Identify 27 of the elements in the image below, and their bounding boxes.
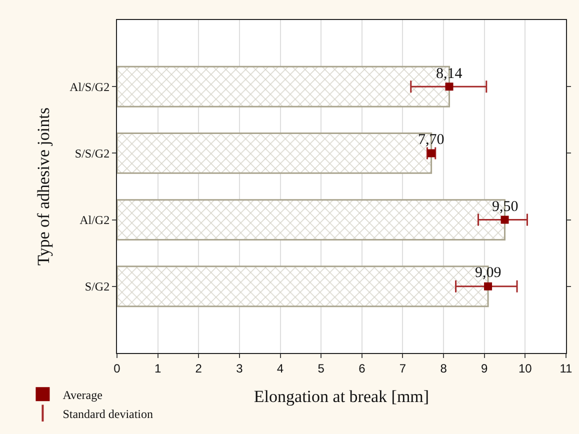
y-tick-label: S/G2 xyxy=(84,280,110,294)
x-tick-label: 11 xyxy=(560,361,573,376)
x-tick-label: 6 xyxy=(358,361,366,376)
x-tick-label: 5 xyxy=(318,361,325,376)
x-tick-label: 7 xyxy=(399,361,406,376)
data-label: 9,09 xyxy=(475,265,502,281)
point xyxy=(500,216,509,224)
data-label: 8,14 xyxy=(436,66,463,82)
x-tick-label: 1 xyxy=(154,361,162,376)
data-label: 7,70 xyxy=(418,132,444,148)
x-tick-label: 0 xyxy=(114,361,121,376)
legend-label: Average xyxy=(62,388,102,402)
data-label: 9,50 xyxy=(492,199,518,215)
x-tick-label: 2 xyxy=(195,361,202,376)
x-tick-label: 9 xyxy=(481,361,488,376)
y-tick-label: Al/S/G2 xyxy=(70,80,110,94)
x-tick-label: 4 xyxy=(276,361,284,376)
x-tick-label: 10 xyxy=(518,361,532,376)
y-axis-title: Type of adhesive joints xyxy=(34,108,54,266)
x-tick-label: 8 xyxy=(440,361,448,376)
x-tick-label: 3 xyxy=(236,361,244,376)
y-tick-label: S/S/G2 xyxy=(74,146,110,160)
y-tick-label: Al/G2 xyxy=(80,213,110,227)
text: Standard deviation xyxy=(62,406,154,421)
x-axis-title: Elongation at break [mm] xyxy=(254,386,430,406)
point xyxy=(445,82,454,91)
point xyxy=(484,282,492,290)
